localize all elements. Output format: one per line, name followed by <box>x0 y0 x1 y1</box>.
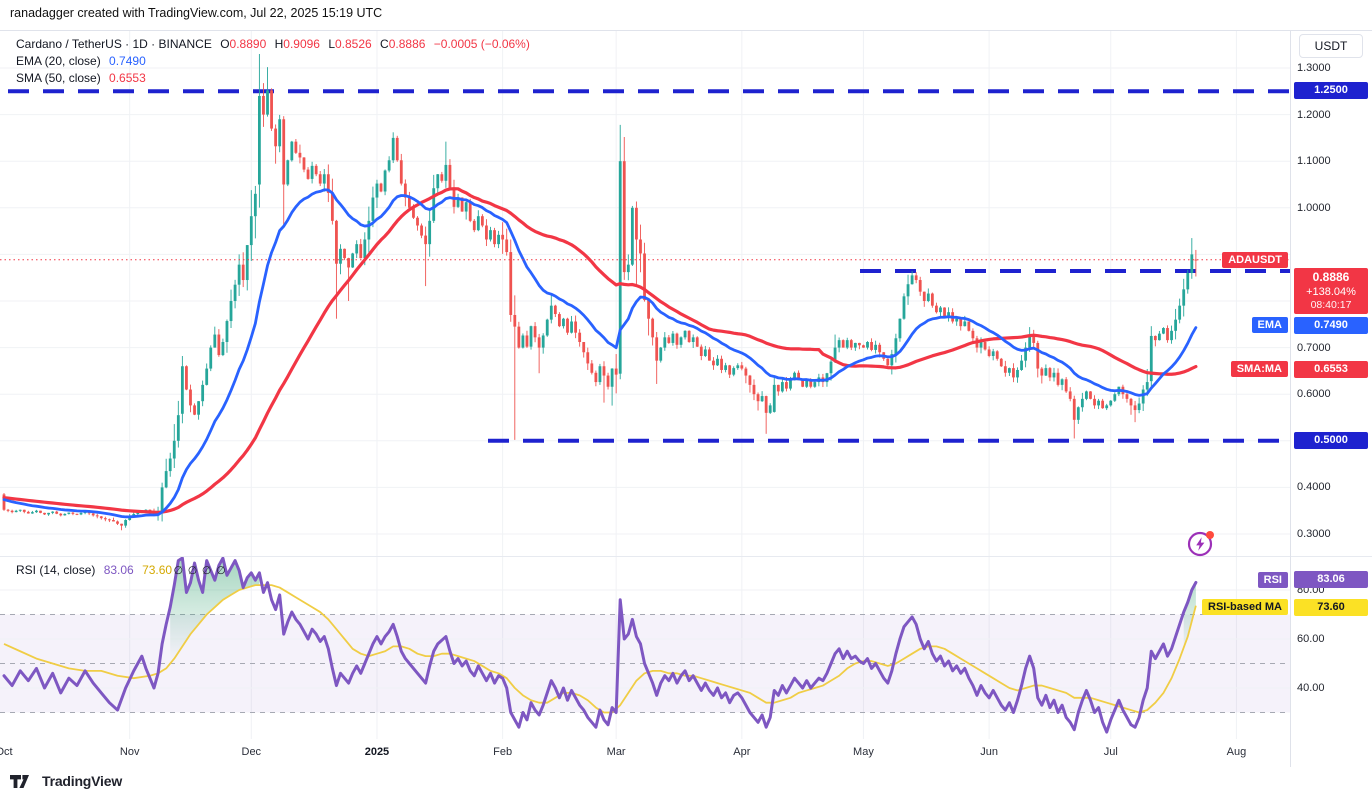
sma-label[interactable]: SMA (50, close) <box>16 71 101 85</box>
axis-label-0.6000: 0.6000 <box>1297 388 1331 401</box>
lightning-pattern-button[interactable] <box>1186 528 1216 558</box>
rsi-legend[interactable]: RSI (14, close) 83.06 73.60 <box>16 563 172 577</box>
axis-label-1.3000: 1.3000 <box>1297 62 1331 74</box>
tradingview-logo[interactable]: TradingView <box>10 773 122 789</box>
time-label-May: May <box>853 746 874 758</box>
tradingview-logo-text: TradingView <box>42 773 123 789</box>
time-axis[interactable]: Oct Nov Dec 2025 Feb Mar Apr May Jun Jul Aug <box>0 739 1372 768</box>
high-value: 0.9096 <box>283 37 320 51</box>
axis-label-0.3000: 0.3000 <box>1297 528 1331 540</box>
price-pane[interactable] <box>0 31 1290 556</box>
ema-label[interactable]: EMA (20, close) <box>16 54 101 68</box>
value-badge-83.06: 83.06 <box>1294 571 1368 588</box>
badge-change-pct: +138.04% <box>1306 286 1356 298</box>
badge-price: 0.8886 <box>1312 270 1350 284</box>
time-label-Jun: Jun <box>980 746 998 758</box>
price-axis[interactable]: USDT 1.3000 1.2000 1.1000 1.0000 0.7000 0.600… <box>1290 31 1372 767</box>
time-label-Mar: Mar <box>606 746 626 758</box>
rsi-overflow-marker: ∅ <box>174 565 184 577</box>
change-value: −0.0005 (−0.06%) <box>433 37 530 51</box>
close-value: 0.8886 <box>388 37 426 51</box>
badge-countdown: 08:40:17 <box>1310 299 1352 311</box>
ema-legend-row[interactable]: EMA (20, close) 0.7490 <box>16 53 530 70</box>
value-badge-0.7490: 0.7490 <box>1294 316 1368 334</box>
rsi-value: 83.06 <box>103 563 134 577</box>
low-value: 0.8526 <box>335 37 372 51</box>
rsi-ma-value: 73.60 <box>142 563 173 577</box>
sma-50-line <box>2 187 1198 514</box>
time-label-Aug: Aug <box>1226 746 1247 758</box>
current-price-badge: 0.8886 +138.04% 08:40:17 <box>1294 268 1368 314</box>
time-label-2025: 2025 <box>364 746 390 758</box>
axis-label-0.4000: 0.4000 <box>1297 481 1331 494</box>
symbol-legend-row[interactable]: Cardano / TetherUS · 1D · BINANCE O0.889… <box>16 36 530 53</box>
time-label-Oct: Oct <box>0 746 13 758</box>
candles <box>2 54 1198 531</box>
time-label-Jul: Jul <box>1103 746 1118 758</box>
rsi-line <box>2 556 1198 734</box>
price-legend[interactable]: Cardano / TetherUS · 1D · BINANCE O0.889… <box>16 36 530 87</box>
symbol-title[interactable]: Cardano / TetherUS · 1D · BINANCE <box>16 37 212 51</box>
time-label-Dec: Dec <box>241 746 262 758</box>
lightning-icon <box>1187 531 1214 557</box>
axis-label-60.00: 60.00 <box>1297 633 1325 645</box>
ema-20-line <box>2 188 1198 519</box>
footer-bar: TradingView <box>0 767 1372 801</box>
rsi-overflow-marker: ∅ <box>188 565 198 577</box>
sma-legend-row[interactable]: SMA (50, close) 0.6553 <box>16 70 530 87</box>
ema-value: 0.7490 <box>109 54 146 68</box>
tradingview-logo-icon <box>10 774 29 788</box>
axis-label-1.1000: 1.1000 <box>1297 155 1331 168</box>
value-badge-73.60: 73.60 <box>1294 598 1368 616</box>
axis-label-0.7000: 0.7000 <box>1297 341 1331 354</box>
rsi-overflow-marker: ∅ <box>216 565 226 577</box>
value-badge-0.6553: 0.6553 <box>1294 360 1368 378</box>
rsi-label[interactable]: RSI (14, close) <box>16 563 96 577</box>
axis-label-1.2000: 1.2000 <box>1297 108 1331 121</box>
axis-label-1.0000: 1.0000 <box>1297 201 1331 214</box>
pane-separator[interactable] <box>0 556 1372 557</box>
time-label-Nov: Nov <box>119 746 140 758</box>
attribution-text: ranadagger created with TradingView.com,… <box>10 6 383 20</box>
close-label: C <box>380 37 389 51</box>
low-label: L <box>328 37 335 51</box>
time-label-Feb: Feb <box>493 746 513 758</box>
value-badge-1.2500: 1.2500 <box>1294 81 1368 99</box>
notification-dot <box>1206 531 1214 539</box>
value-badge-0.5000: 0.5000 <box>1294 432 1368 450</box>
currency-toggle-button[interactable]: USDT <box>1299 34 1363 58</box>
rsi-overflow-marker: ∅ <box>202 565 212 577</box>
sma-value: 0.6553 <box>109 71 146 85</box>
axis-label-40.00: 40.00 <box>1297 682 1325 694</box>
open-label: O <box>220 37 230 51</box>
time-label-Apr: Apr <box>733 746 751 758</box>
high-label: H <box>274 37 284 51</box>
rsi-pane[interactable]: ∅ ∅ ∅ ∅ <box>0 556 1290 739</box>
chart-frame: ∅ ∅ ∅ ∅ Cardano / TetherUS · 1D · BINANCE O… <box>0 30 1372 768</box>
open-value: 0.8890 <box>229 37 267 51</box>
